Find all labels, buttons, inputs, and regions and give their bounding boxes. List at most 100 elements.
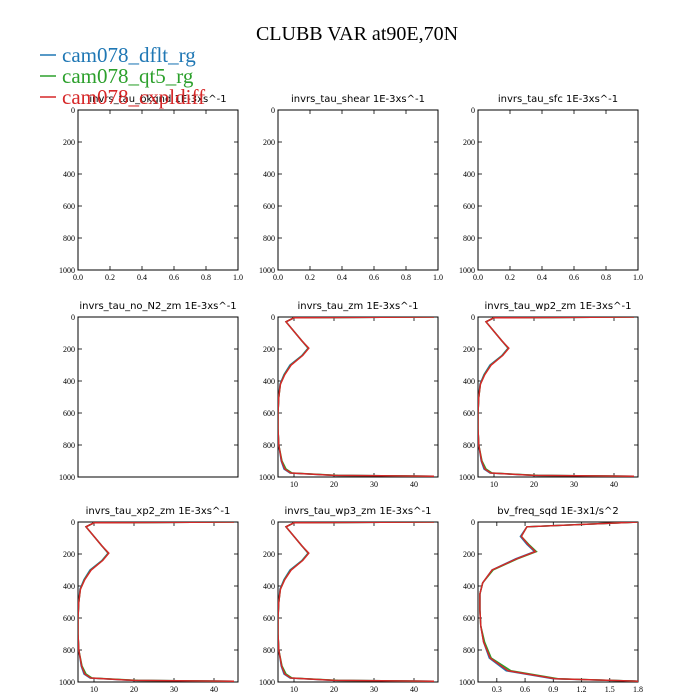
panel-3: invrs_tau_no_N2_zm 1E-3xs^-1 0 200 400 600 80… [59,301,239,482]
series-line-5-2 [478,317,635,477]
xtick-label-6-2: 30 [170,685,178,694]
ytick-label-4-4: 800 [263,441,275,450]
xtick-label-2-5: 1.0 [633,273,643,282]
ytick-label-8-5: 1000 [459,678,475,687]
series-line-4-2 [278,317,435,477]
xtick-label-0-1: 0.2 [105,273,115,282]
ytick-label-5-0: 0 [471,313,475,322]
ytick-label-0-5: 1000 [59,266,75,275]
xtick-label-7-3: 40 [410,685,418,694]
ytick-label-3-0: 0 [71,313,75,322]
xtick-label-8-1: 0.6 [520,685,530,694]
xtick-label-1-5: 1.0 [433,273,443,282]
series-line-8-0 [479,522,638,682]
xtick-label-0-0: 0.0 [73,273,83,282]
figure-title: CLUBB VAR at90E,70N [256,23,458,45]
xtick-label-0-3: 0.6 [169,273,179,282]
panel-2: invrs_tau_sfc 1E-3xs^-1 0 200 400 600 800 1000… [459,94,643,282]
xtick-label-1-0: 0.0 [273,273,283,282]
ytick-label-4-3: 600 [263,409,275,418]
ytick-label-8-2: 400 [463,582,475,591]
xtick-label-6-1: 20 [130,685,138,694]
ytick-label-4-1: 200 [263,345,275,354]
ytick-label-3-1: 200 [63,345,75,354]
ytick-label-0-3: 600 [63,202,75,211]
ytick-label-8-0: 0 [471,518,475,527]
ytick-label-6-2: 400 [63,582,75,591]
ytick-label-7-4: 800 [263,646,275,655]
xtick-label-4-1: 20 [330,480,338,489]
panel-title-2: invrs_tau_sfc 1E-3xs^-1 [498,94,618,105]
ytick-label-8-1: 200 [463,550,475,559]
ytick-label-1-4: 800 [263,234,275,243]
ytick-label-3-2: 400 [63,377,75,386]
ytick-label-6-0: 0 [71,518,75,527]
ytick-label-4-5: 1000 [259,473,275,482]
xtick-label-8-5: 1.8 [633,685,643,694]
ytick-label-7-5: 1000 [259,678,275,687]
panel-7: invrs_tau_wp3_zm 1E-3xs^-1 0 200 400 600 800 1… [259,506,439,694]
panel-frame-8 [477,521,639,683]
ytick-label-7-1: 200 [263,550,275,559]
ytick-label-1-0: 0 [271,106,275,115]
ytick-label-6-1: 200 [63,550,75,559]
ytick-label-0-1: 200 [63,138,75,147]
panels: invrs_tau_bkgnd 1E-3xs^-1020040060080010… [59,94,643,694]
ytick-label-0-0: 0 [71,106,75,115]
xtick-label-2-4: 0.8 [601,273,611,282]
panel-title-1: invrs_tau_shear 1E-3xs^-1 [291,94,425,105]
ytick-label-5-1: 200 [463,345,475,354]
ytick-label-3-3: 600 [63,409,75,418]
ytick-label-1-1: 200 [263,138,275,147]
panel-title-0: invrs_tau_bkgnd 1E-3xs^-1 [89,94,226,105]
ytick-label-7-0: 0 [271,518,275,527]
panel-title-3: invrs_tau_no_N2_zm 1E-3xs^-1 [79,301,236,312]
ytick-label-8-4: 800 [463,646,475,655]
panel-6: invrs_tau_xp2_zm 1E-3xs^-1 0 200 400 600 800 1… [59,506,239,694]
ytick-label-6-4: 800 [63,646,75,655]
xtick-label-5-2: 30 [570,480,578,489]
panel-8: bv_freq_sqd 1E-3x1/s^2 0 200 400 600 800 1000 0… [459,506,643,694]
legend: cam078_dflt_rg cam078_qt5_rg cam078_cxpl… [40,43,205,109]
ytick-label-3-4: 800 [63,441,75,450]
xtick-label-4-3: 40 [410,480,418,489]
xtick-label-2-0: 0.0 [473,273,483,282]
series-line-8-1 [479,522,638,682]
xtick-label-0-4: 0.8 [201,273,211,282]
panel-0: invrs_tau_bkgnd 1E-3xs^-1 0 200 400 600 800 10… [59,94,243,282]
ytick-label-5-5: 1000 [459,473,475,482]
ytick-label-2-4: 800 [463,234,475,243]
xtick-label-8-4: 1.5 [605,685,615,694]
xtick-label-2-1: 0.2 [505,273,515,282]
ytick-label-7-2: 400 [263,582,275,591]
xtick-label-1-4: 0.8 [401,273,411,282]
xtick-label-0-5: 1.0 [233,273,243,282]
panel-frame-2 [477,109,639,271]
series-line-7-2 [278,522,435,682]
legend-label-2: cam078_cxpldiff [62,85,205,109]
panel-title-6: invrs_tau_xp2_zm 1E-3xs^-1 [86,506,231,517]
xtick-label-2-3: 0.6 [569,273,579,282]
xtick-label-4-0: 10 [290,480,298,489]
xtick-label-7-1: 20 [330,685,338,694]
series-line-8-2 [479,522,638,682]
ytick-label-7-3: 600 [263,614,275,623]
panel-title-4: invrs_tau_zm 1E-3xs^-1 [297,301,418,312]
xtick-label-4-2: 30 [370,480,378,489]
xtick-label-7-0: 10 [290,685,298,694]
panel-4: invrs_tau_zm 1E-3xs^-1 0 200 400 600 800 1000 1… [259,301,439,489]
ytick-label-8-3: 600 [463,614,475,623]
ytick-label-1-2: 400 [263,170,275,179]
xtick-label-2-2: 0.4 [537,273,547,282]
xtick-label-0-2: 0.4 [137,273,147,282]
xtick-label-7-2: 30 [370,685,378,694]
xtick-label-8-3: 1.2 [577,685,587,694]
legend-label-1: cam078_qt5_rg [62,64,194,88]
ytick-label-5-3: 600 [463,409,475,418]
ytick-label-5-4: 800 [463,441,475,450]
ytick-label-5-2: 400 [463,377,475,386]
ytick-label-4-0: 0 [271,313,275,322]
ytick-label-1-5: 1000 [259,266,275,275]
panel-1: invrs_tau_shear 1E-3xs^-1 0 200 400 600 800 10… [259,94,443,282]
